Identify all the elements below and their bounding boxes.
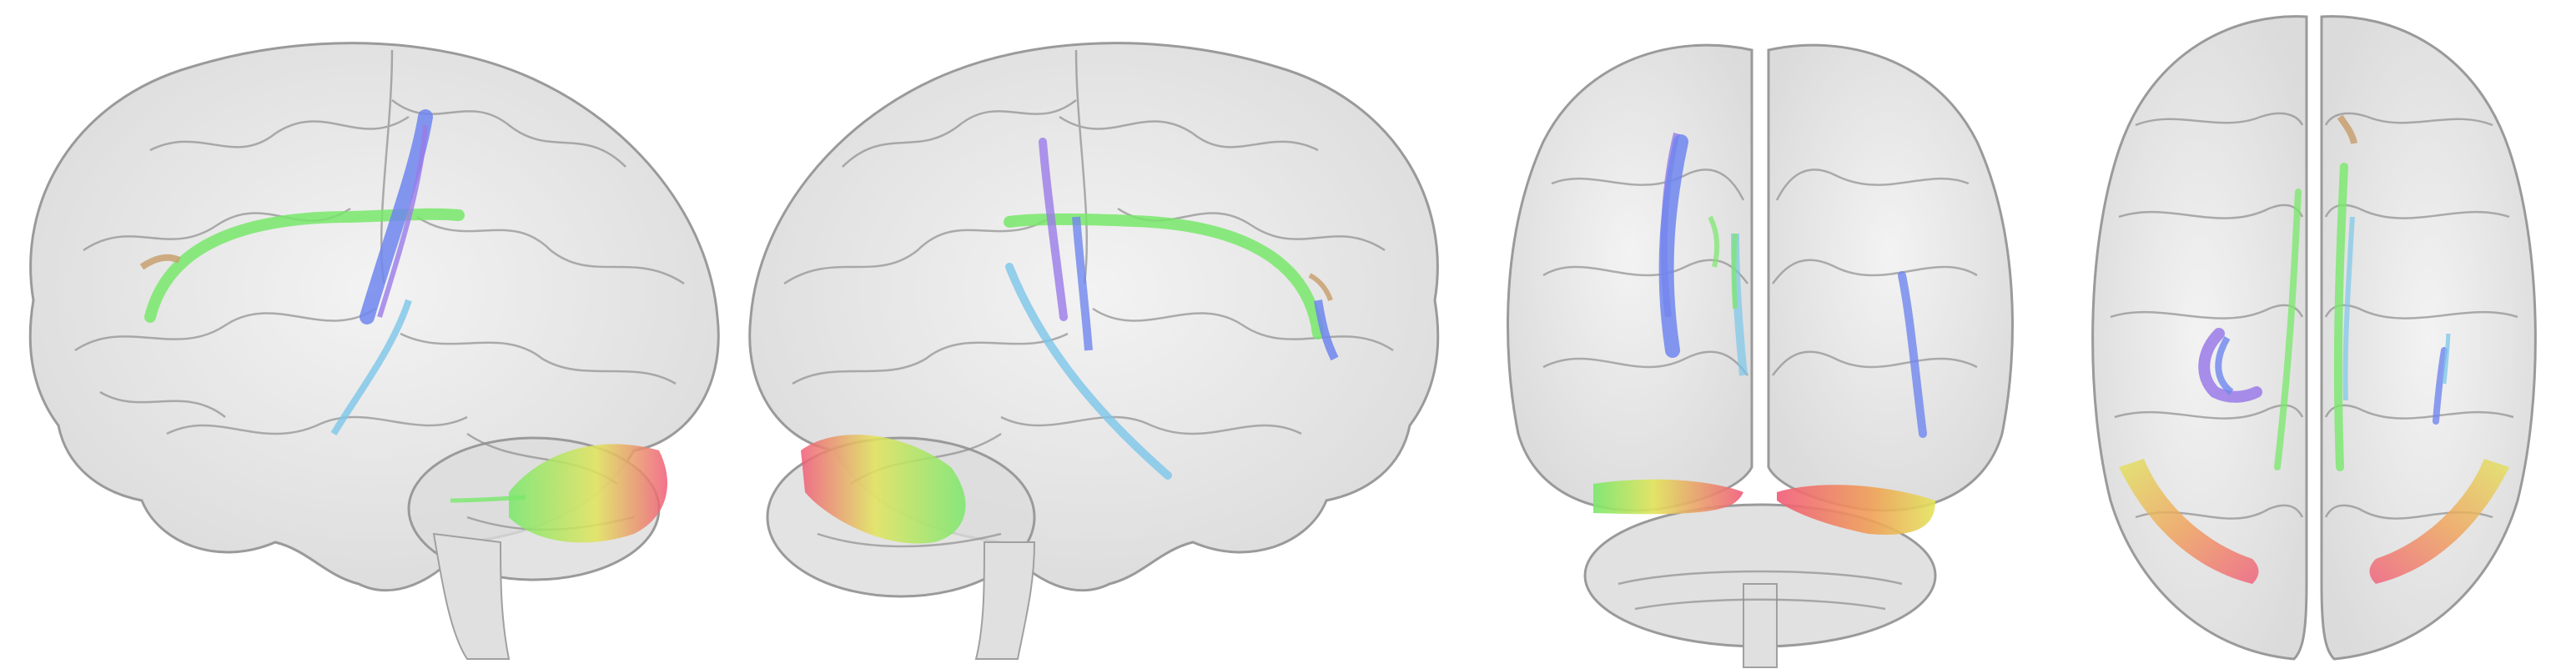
gyri-lines (2110, 112, 2518, 520)
tract-tan-frontal (1308, 273, 1333, 302)
tract-green-lower (450, 495, 526, 503)
brain-left-lateral-svg (28, 42, 720, 660)
brainstem-shape (432, 532, 511, 660)
left-hemisphere-shape (1507, 43, 1753, 512)
tract-tan-frontal (139, 254, 181, 270)
tract-cerebellar-left (2119, 459, 2259, 584)
tract-cerebellar-right (2369, 459, 2509, 584)
brain-view-posterior (1468, 0, 2052, 669)
tract-cyan-right-lateral (2442, 333, 2451, 385)
tract-blue-corticospinal (1072, 216, 1093, 351)
tract-violet-left (2198, 328, 2262, 403)
brainstem-shape (974, 541, 1036, 660)
tract-blue-left (2215, 335, 2234, 395)
brain-view-right-lateral (734, 0, 1468, 669)
brain-view-superior (2052, 0, 2576, 669)
brainstem-shape (1743, 583, 1778, 668)
tract-blue-corticospinal (1658, 134, 1688, 358)
tract-cyan-right (2342, 216, 2355, 401)
tract-green-midline (1731, 233, 1738, 309)
brain-posterior-svg (1507, 43, 2014, 668)
tract-blue-right (2433, 347, 2448, 425)
tract-cyan-fasciculus (1005, 263, 1172, 480)
brain-superior-svg (2091, 15, 2537, 661)
brain-right-lateral-svg (748, 42, 1440, 660)
tract-tan-frontal (2337, 114, 2357, 144)
tract-violet-corticospinal (377, 124, 428, 318)
tract-blue-frontal (1314, 299, 1339, 361)
tract-cerebellar-peduncle (509, 444, 667, 543)
tract-green-left (2274, 189, 2302, 470)
right-hemisphere-shape (1767, 43, 2014, 512)
tract-green-arcuate (144, 208, 465, 323)
tract-violet-corticospinal (1039, 138, 1068, 321)
tract-green-right (2333, 163, 2348, 471)
tract-cerebellar-right (1777, 485, 1935, 535)
brain-view-left-lateral (0, 0, 734, 669)
tract-blue-right (1898, 271, 1927, 438)
tract-cerebellar-peduncle (801, 435, 966, 544)
tract-green-arcuate (1004, 213, 1324, 340)
tract-cerebellar-left (1593, 479, 1743, 515)
tract-blue-corticospinal (360, 109, 433, 324)
tract-green-left (1708, 215, 1720, 268)
tract-cyan-fasciculus (330, 299, 412, 436)
